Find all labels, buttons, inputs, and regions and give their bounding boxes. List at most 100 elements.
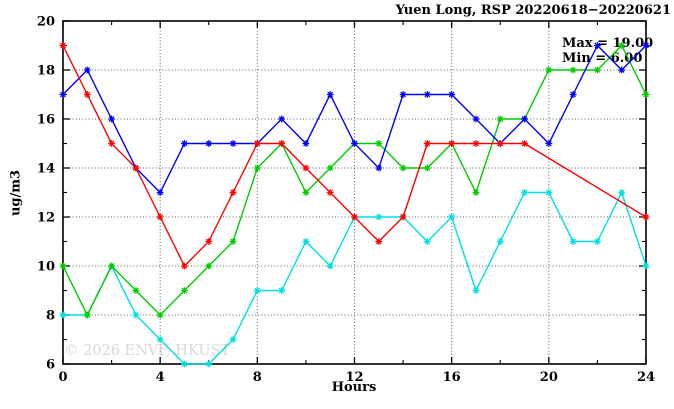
x-tick-label: 24 — [637, 370, 655, 385]
series-blue-point — [181, 140, 188, 147]
y-tick-label: 14 — [37, 162, 55, 177]
series-red-point — [472, 140, 480, 147]
series-cyan-point — [545, 189, 553, 196]
series-red-point — [521, 140, 528, 147]
series-red-point — [156, 213, 164, 221]
series-cyan-point — [448, 213, 456, 221]
series-red-point — [375, 238, 383, 245]
series-red-point — [399, 213, 407, 221]
series-blue-point — [569, 91, 577, 98]
series-cyan-point — [181, 360, 188, 368]
series-red-point — [181, 262, 188, 270]
series-blue-point — [302, 140, 310, 147]
series-cyan-point — [618, 189, 626, 196]
series-green-point — [569, 66, 577, 74]
series-cyan-point — [278, 287, 286, 294]
series-red-point — [302, 164, 310, 172]
y-tick-label: 18 — [37, 64, 55, 79]
series-blue-point — [618, 66, 626, 74]
series-green-point — [472, 189, 480, 196]
chart-title: Yuen Long, RSP 20220618−20220621 — [395, 3, 671, 18]
series-green-point — [229, 238, 237, 245]
series-blue-point — [108, 115, 115, 123]
x-tick-label: 12 — [345, 370, 363, 385]
series-cyan-point — [496, 238, 504, 245]
series-red-point — [326, 189, 334, 196]
series-cyan-point — [253, 287, 261, 294]
series-red-point — [351, 213, 358, 221]
series-blue-point — [351, 140, 358, 147]
series-cyan-point — [594, 238, 601, 245]
x-tick-label: 20 — [540, 370, 558, 385]
series-blue-point — [59, 91, 67, 98]
series-green-point — [302, 189, 310, 196]
series-red-point — [83, 91, 91, 98]
y-tick-label: 16 — [37, 113, 55, 128]
series-blue-point — [375, 164, 383, 172]
series-blue-point — [399, 91, 407, 98]
series-red-point — [59, 42, 67, 49]
series-red-point — [642, 213, 650, 221]
series-cyan-point — [375, 213, 383, 221]
y-tick-label: 6 — [46, 358, 55, 373]
series-green-point — [642, 91, 650, 98]
series-red-point — [448, 140, 456, 147]
series-green-point — [326, 164, 334, 172]
x-axis-title: Hours — [331, 380, 377, 395]
series-green-point — [423, 164, 431, 172]
y-tick-label: 10 — [37, 260, 55, 275]
series-blue-point — [472, 115, 480, 123]
series-blue-point — [278, 115, 286, 123]
series-green-point — [253, 164, 261, 172]
series-red-point — [496, 140, 504, 147]
series-green-point — [181, 287, 188, 294]
series-green-point — [132, 287, 140, 294]
series-cyan-point — [472, 287, 480, 294]
series-red-point — [278, 140, 286, 147]
series-cyan-point — [642, 262, 650, 270]
series-green-point — [594, 66, 601, 74]
min-annotation: Min = 6.00 — [562, 51, 642, 66]
series-cyan-point — [205, 360, 213, 368]
series-blue-point — [642, 42, 650, 49]
series-cyan-point — [229, 336, 237, 343]
series-green-point — [399, 164, 407, 172]
series-cyan-point — [59, 311, 67, 319]
series-cyan-point — [569, 238, 577, 245]
series-red — [59, 42, 650, 270]
y-tick-label: 8 — [46, 309, 55, 324]
max-annotation: Max = 19.00 — [562, 36, 653, 51]
series-red-point — [229, 189, 237, 196]
series-cyan-point — [423, 238, 431, 245]
series-blue-point — [545, 140, 553, 147]
y-tick-label: 20 — [37, 15, 55, 30]
series-red-point — [423, 140, 431, 147]
series-blue-point — [423, 91, 431, 98]
series-green-point — [108, 262, 115, 270]
series-green-point — [156, 311, 164, 319]
series-red-point — [253, 140, 261, 147]
x-tick-label: 0 — [58, 370, 67, 385]
series-blue-point — [229, 140, 237, 147]
series-green-point — [83, 311, 91, 319]
series-blue-point — [83, 66, 91, 74]
x-tick-label: 4 — [156, 370, 165, 385]
x-tick-label: 8 — [253, 370, 262, 385]
series-green-point — [545, 66, 553, 74]
series-blue-point — [326, 91, 334, 98]
series-cyan-point — [302, 238, 310, 245]
series-cyan-point — [156, 336, 164, 343]
series-blue-point — [156, 189, 164, 196]
watermark-text: © 2026 ENVF, HKUST — [64, 343, 230, 359]
series-blue-point — [521, 115, 528, 123]
series-cyan-point — [521, 189, 528, 196]
series-green-point — [496, 115, 504, 123]
series-green-point — [205, 262, 213, 270]
y-axis-title: ug/m3 — [8, 169, 24, 217]
series-blue-point — [205, 140, 213, 147]
y-tick-label: 12 — [37, 211, 55, 226]
series-blue-point — [448, 91, 456, 98]
series-blue-point — [594, 42, 601, 49]
